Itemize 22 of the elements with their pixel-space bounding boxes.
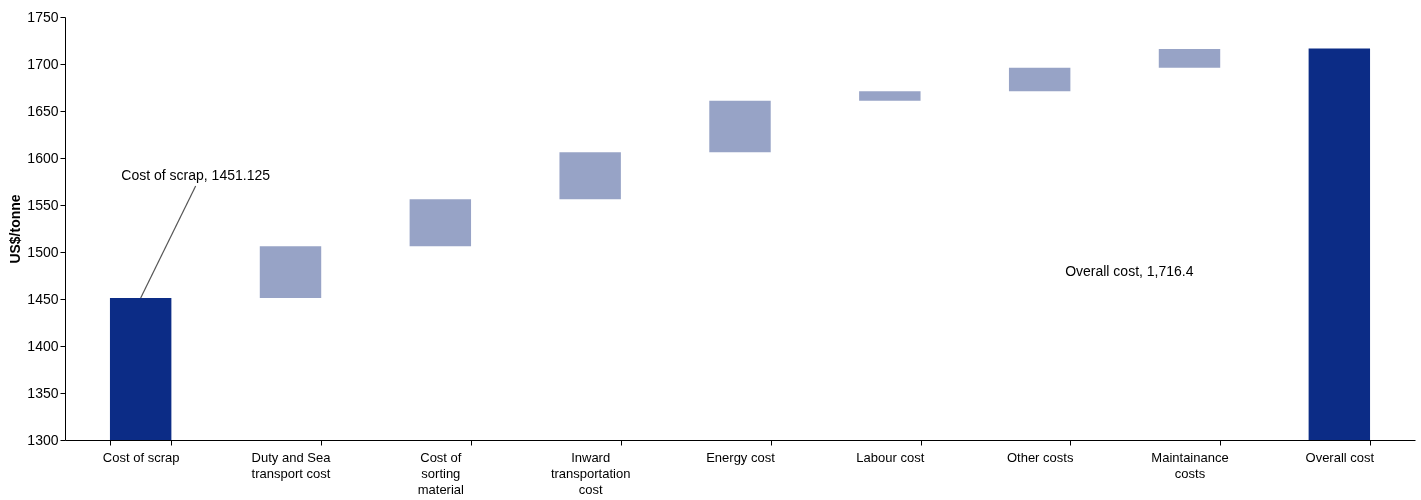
x-tick-label: Inward transportation cost [550,449,631,497]
y-tick-label: 1700 [27,55,59,72]
x-tick-label: Cost of sorting material [417,449,465,497]
y-tick-label: 1650 [27,102,59,119]
annotation: Cost of scrap, 1451.125 [121,166,271,183]
y-tick-label: 1300 [27,431,59,448]
y-tick-label: 1450 [27,290,59,307]
x-tick-label: Duty and Sea transport cost [251,449,332,481]
y-tick-label: 1350 [27,384,59,401]
y-tick-label: 1550 [27,196,59,213]
y-axis-title: US$/tonne [7,194,24,264]
y-tick-label: 1600 [27,149,59,166]
x-tick-label: Energy cost [706,449,776,465]
y-tick-label: 1400 [27,337,59,354]
x-tick-label: Overall cost [1305,449,1375,465]
x-tick-label: Labour cost [856,449,925,465]
y-tick-label: 1750 [27,8,59,25]
x-tick-label: Other costs [1006,449,1074,465]
x-tick-label: Maintainance costs [1151,449,1229,481]
annotation: Overall cost, 1,716.4 [1065,263,1194,279]
x-tick-label: Cost of scrap [102,449,180,465]
y-tick-label: 1500 [27,243,59,260]
